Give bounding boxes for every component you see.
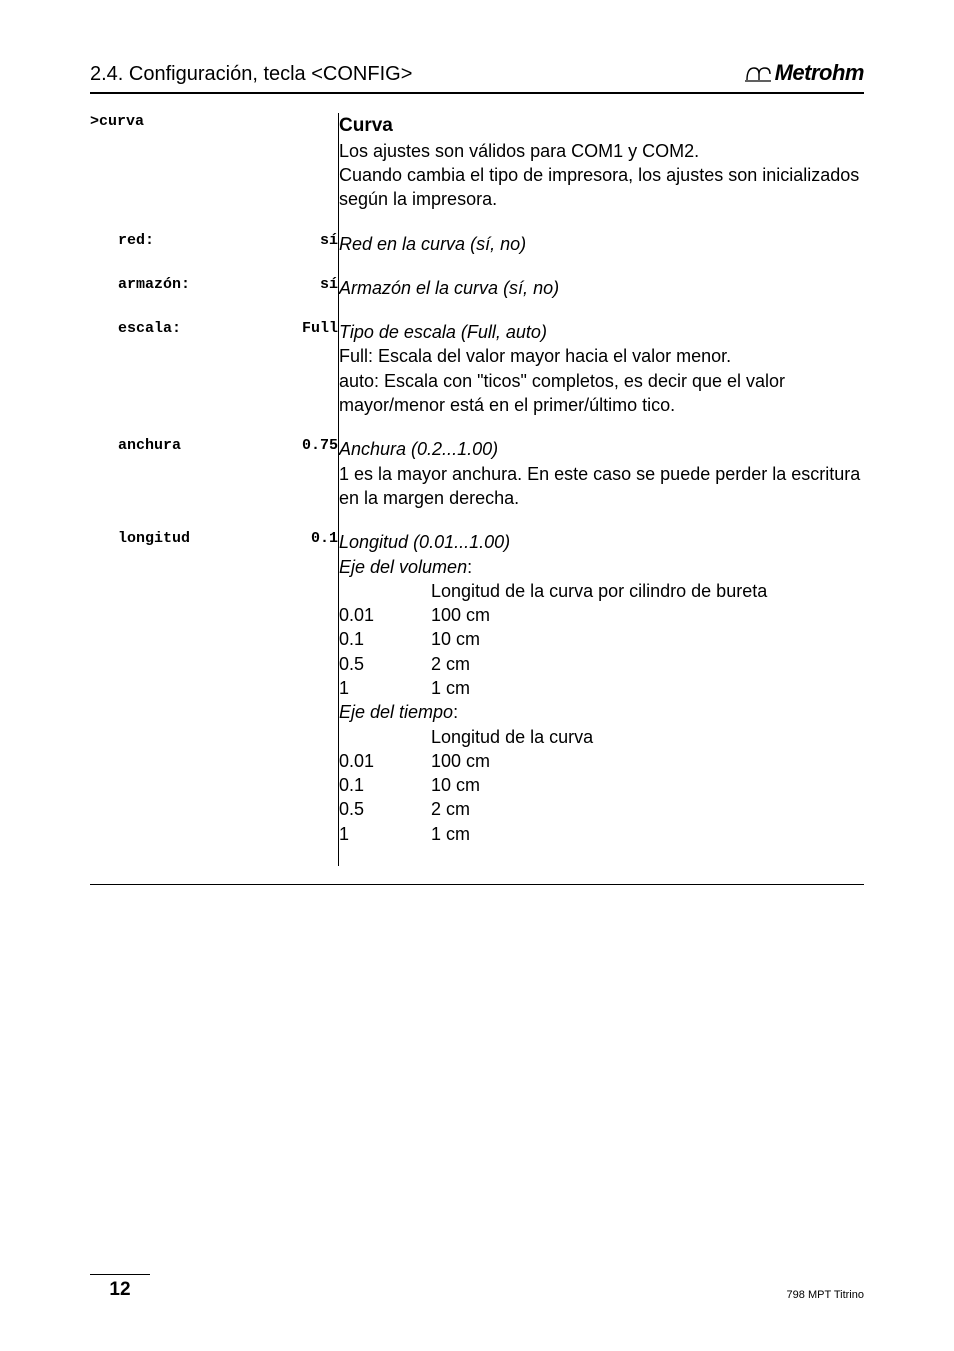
description-lead: Anchura (0.2...1.00) <box>339 437 864 461</box>
param-value: 0.75 <box>302 437 338 454</box>
axis-label: Eje del tiempo: <box>339 700 864 724</box>
table-row: escala: FullTipo de escala (Full, auto)Fu… <box>90 320 864 437</box>
param-row: >curva <box>90 113 338 130</box>
description-block: Tipo de escala (Full, auto)Full: Escala … <box>339 320 864 417</box>
config-table: >curva CurvaLos ajustes son válidos para … <box>90 113 864 866</box>
param-row: armazón: sí <box>90 276 338 293</box>
param-value: sí <box>320 232 338 249</box>
length-table-time: Longitud de la curva0.01100 cm0.110 cm0.… <box>339 725 593 846</box>
brand-name: Metrohm <box>775 60 864 86</box>
description-lead: Tipo de escala (Full, auto) <box>339 320 864 344</box>
description-lead: Armazón el la curva (sí, no) <box>339 276 864 300</box>
top-rule <box>90 93 864 95</box>
param-value: sí <box>320 276 338 293</box>
description-block: Longitud (0.01...1.00)Eje del volumen:Lo… <box>339 530 864 846</box>
table-row: armazón: síArmazón el la curva (sí, no) <box>90 276 864 320</box>
param-row: longitud 0.1 <box>90 530 338 547</box>
description-lead: Longitud (0.01...1.00) <box>339 530 864 554</box>
doc-title: 798 MPT Titrino <box>787 1289 864 1301</box>
description-line: Full: Escala del valor mayor hacia el va… <box>339 344 864 368</box>
description-block: CurvaLos ajustes son válidos para COM1 y… <box>339 113 864 212</box>
param-label: anchura <box>118 437 181 454</box>
description-lead: Red en la curva (sí, no) <box>339 232 864 256</box>
axis-label: Eje del volumen: <box>339 555 864 579</box>
param-label: red: <box>118 232 154 249</box>
description-line: Los ajustes son válidos para COM1 y COM2… <box>339 139 864 163</box>
param-label: armazón: <box>118 276 190 293</box>
description-block: Armazón el la curva (sí, no) <box>339 276 864 300</box>
table-row: >curva CurvaLos ajustes son válidos para … <box>90 113 864 232</box>
description-line: 1 es la mayor anchura. En este caso se p… <box>339 462 864 511</box>
bottom-rule <box>90 884 864 886</box>
param-value: 0.1 <box>311 530 338 547</box>
brand-logo: Metrohm <box>745 60 864 86</box>
param-row: red: sí <box>90 232 338 249</box>
param-label: longitud <box>118 530 190 547</box>
param-row: anchura 0.75 <box>90 437 338 454</box>
description-title: Curva <box>339 113 864 139</box>
description-block: Red en la curva (sí, no) <box>339 232 864 256</box>
description-line: Cuando cambia el tipo de impresora, los … <box>339 163 864 212</box>
table-row: red: síRed en la curva (sí, no) <box>90 232 864 276</box>
section-title: 2.4. Configuración, tecla <CONFIG> <box>90 63 412 86</box>
table-row: longitud0.1Longitud (0.01...1.00)Eje del… <box>90 530 864 866</box>
param-label: escala: <box>118 320 181 337</box>
table-row: anchura 0.75Anchura (0.2...1.00)1 es la m… <box>90 437 864 530</box>
length-table-volume: Longitud de la curva por cilindro de bur… <box>339 579 767 700</box>
param-value: Full <box>302 320 338 337</box>
param-row: escala: Full <box>90 320 338 337</box>
param-label: >curva <box>90 113 144 130</box>
metrohm-icon <box>745 64 771 82</box>
description-block: Anchura (0.2...1.00)1 es la mayor anchur… <box>339 437 864 510</box>
page-footer: 12 798 MPT Titrino <box>90 1274 864 1301</box>
page-number: 12 <box>90 1274 150 1301</box>
description-line: auto: Escala con "ticos" completos, es d… <box>339 369 864 418</box>
